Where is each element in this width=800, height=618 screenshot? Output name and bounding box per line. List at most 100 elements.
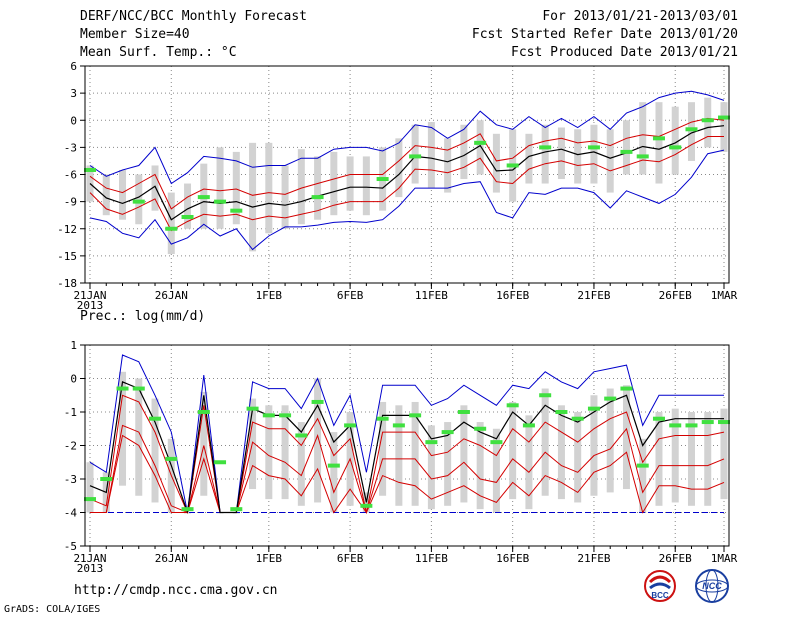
- temp-box: [444, 138, 452, 193]
- prec-box: [704, 412, 712, 506]
- temp-box: [671, 106, 679, 175]
- prec-box: [395, 405, 403, 506]
- temp-observed-mark: [376, 177, 389, 182]
- prec-box: [606, 388, 614, 493]
- temp-xtick-label: 1MAR: [711, 289, 738, 302]
- temp-ytick-label: -3: [64, 141, 77, 154]
- prec-box: [314, 378, 322, 503]
- temp-observed-mark: [587, 145, 600, 150]
- prec-xtick-label: 21FEB: [577, 552, 610, 565]
- temp-ytick-label: -9: [64, 196, 77, 209]
- prec-observed-mark: [555, 410, 568, 414]
- temp-box: [427, 122, 435, 189]
- prec-observed-mark: [327, 463, 340, 468]
- prec-lower-spread-line: [90, 424, 725, 515]
- temp-xtick-label: 1FEB: [256, 289, 283, 302]
- prec-box: [460, 405, 468, 503]
- temp-box: [395, 138, 403, 198]
- temp-observed-mark: [474, 140, 487, 145]
- temp-ytick-label: -6: [64, 169, 77, 182]
- prec-observed-mark: [409, 413, 422, 418]
- prec-observed-mark: [685, 423, 698, 428]
- temp-min-line: [89, 149, 725, 251]
- prec-xtick-label: 26FEB: [659, 552, 692, 565]
- temp-year-label: 2013: [77, 299, 104, 312]
- temp-box: [622, 120, 630, 175]
- temp-box: [265, 142, 273, 234]
- temp-xtick-label: 6FEB: [337, 289, 364, 302]
- prec-lowest-spread-line: [90, 434, 725, 514]
- logos: BCC NCC: [644, 569, 729, 603]
- temp-observed-mark: [409, 154, 422, 159]
- temp-box: [655, 102, 663, 184]
- temp-observed-mark: [701, 118, 714, 123]
- prec-box: [379, 401, 387, 496]
- temp-observed-mark: [165, 226, 178, 231]
- prec-ytick-label: 0: [70, 373, 77, 386]
- temp-observed-mark: [718, 115, 730, 120]
- prec-ytick-label: -5: [64, 540, 77, 553]
- temp-observed-mark: [214, 199, 227, 204]
- prec-xtick-label: 16FEB: [496, 552, 529, 565]
- prec-observed-mark: [376, 416, 389, 421]
- prec-observed-mark: [669, 423, 682, 428]
- prec-box: [330, 432, 338, 513]
- prec-observed-mark: [522, 423, 535, 428]
- temp-ytick-label: -15: [57, 250, 77, 263]
- prec-max-line: [89, 354, 724, 513]
- prec-box: [444, 422, 452, 506]
- temp-box: [492, 133, 500, 193]
- prec-observed-mark: [636, 463, 649, 468]
- source-url[interactable]: http://cmdp.ncc.cma.gov.cn: [74, 583, 278, 598]
- prec-box: [86, 462, 94, 513]
- prec-box: [671, 408, 679, 503]
- temp-observed-mark: [84, 167, 96, 172]
- prec-box: [411, 401, 419, 506]
- temp-box: [720, 102, 728, 152]
- prec-observed-mark: [539, 393, 552, 398]
- prec-xtick-label: 1FEB: [256, 552, 283, 565]
- prec-observed-mark: [490, 440, 503, 445]
- temp-box: [557, 127, 565, 180]
- ncc-logo: NCC: [695, 569, 729, 603]
- prec-box: [639, 438, 647, 513]
- member-size: Member Size=40: [80, 27, 190, 42]
- temp-box: [151, 165, 159, 211]
- prec-box: [476, 422, 484, 510]
- prec-observed-mark: [604, 396, 617, 401]
- temp-box: [639, 102, 647, 175]
- prec-ytick-label: -1: [64, 406, 77, 419]
- prec-box: [492, 428, 500, 513]
- temp-observed-mark: [230, 208, 243, 213]
- prec-box: [265, 405, 273, 500]
- temp-observed-mark: [636, 154, 649, 159]
- prec-box: [297, 422, 305, 506]
- prec-box: [687, 412, 695, 506]
- prec-observed-mark: [84, 497, 96, 502]
- prec-ytick-label: 1: [70, 339, 77, 352]
- prec-box: [135, 378, 143, 496]
- temp-ytick-label: -12: [57, 223, 77, 236]
- prec-box: [622, 385, 630, 490]
- temp-xtick-label: 11FEB: [415, 289, 448, 302]
- header-left: DERF/NCC/BCC Monthly Forecast Member Siz…: [80, 8, 307, 62]
- temp-observed-mark: [620, 149, 633, 154]
- temp-box: [216, 147, 224, 229]
- prec-observed-mark: [701, 420, 714, 425]
- temp-box: [102, 174, 110, 216]
- temp-box: [590, 124, 598, 184]
- temp-xtick-label: 16FEB: [496, 289, 529, 302]
- temp-ytick-label: 6: [70, 60, 77, 73]
- prec-box: [541, 388, 549, 496]
- prec-box: [574, 412, 582, 503]
- prec-observed-mark: [441, 430, 454, 435]
- prec-xtick-label: 1MAR: [711, 552, 738, 565]
- prec-observed-mark: [262, 413, 275, 418]
- prec-observed-mark: [718, 420, 730, 425]
- temp-box: [314, 156, 322, 220]
- prec-observed-mark: [392, 423, 405, 428]
- prec-box: [720, 408, 728, 500]
- prec-xtick-label: 11FEB: [415, 552, 448, 565]
- prec-observed-mark: [132, 386, 145, 391]
